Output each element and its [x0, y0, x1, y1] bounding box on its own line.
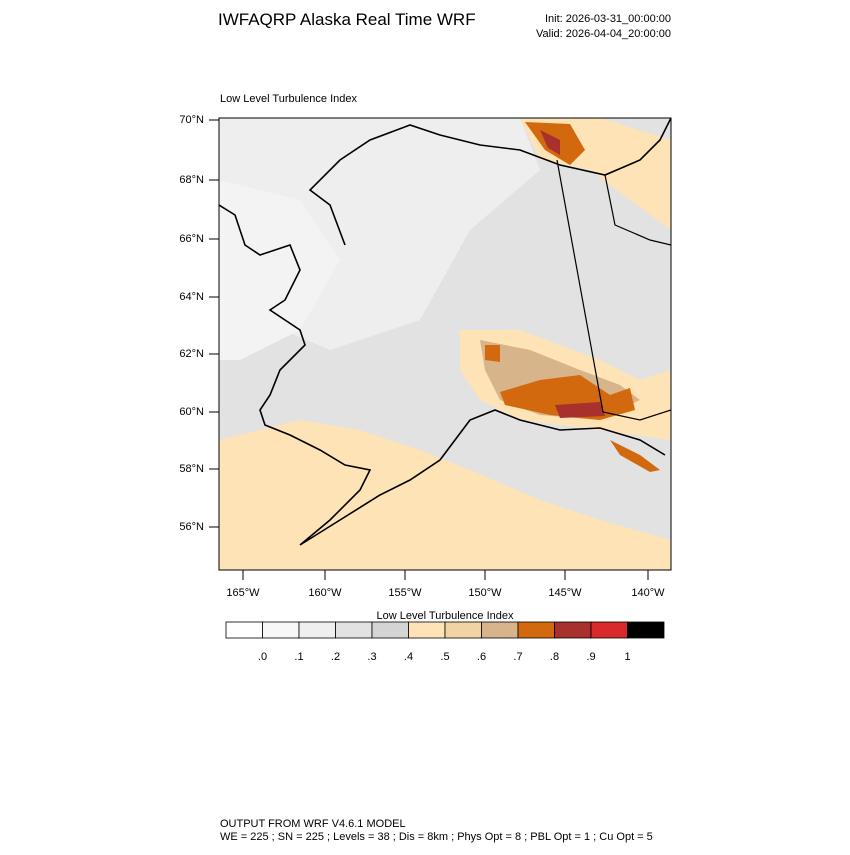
colorbar-label: .9: [586, 651, 595, 663]
colorbar-label: .7: [513, 651, 522, 663]
border: [604, 174, 671, 246]
colorbar-label: 1: [624, 651, 630, 663]
lat-label: 62°N: [179, 348, 204, 360]
lon-label: 155°W: [388, 587, 422, 599]
lat-label: 70°N: [179, 114, 204, 126]
colorbar-box: [371, 621, 409, 639]
colorbar-label: .1: [294, 651, 303, 663]
colorbar-label: .5: [440, 651, 449, 663]
colorbar-label: .2: [331, 651, 340, 663]
colorbar-label: .0: [258, 651, 267, 663]
footer-line: OUTPUT FROM WRF V4.6.1 MODEL: [220, 818, 406, 830]
border: [556, 159, 671, 421]
colorbar-label: .4: [404, 651, 413, 663]
lat-label: 66°N: [179, 233, 204, 245]
colorbar-box: [554, 621, 592, 639]
colorbar-box: [517, 621, 555, 639]
colorbar-label: .6: [477, 651, 486, 663]
map-subtitle: Low Level Turbulence Index: [220, 93, 357, 105]
lat-label: 68°N: [179, 174, 204, 186]
lon-label: 165°W: [226, 587, 260, 599]
colorbar-label: .3: [367, 651, 376, 663]
field-red: [540, 130, 560, 155]
colorbar-title: Low Level Turbulence Index: [377, 610, 514, 622]
colorbar-box: [444, 621, 482, 639]
footer-line: WE = 225 ; SN = 225 ; Levels = 38 ; Dis …: [220, 831, 653, 843]
colorbar-label: .8: [550, 651, 559, 663]
lat-label: 60°N: [179, 406, 204, 418]
valid-time: Valid: 2026-04-04_20:00:00: [536, 28, 671, 40]
lat-labels: 70°N 68°N 66°N 64°N 62°N 60°N 58°N 56°N: [179, 114, 219, 533]
lat-label: 64°N: [179, 291, 204, 303]
colorbar-box: [590, 621, 628, 639]
lat-label: 58°N: [179, 463, 204, 475]
init-time: Init: 2026-03-31_00:00:00: [545, 13, 671, 25]
lon-label: 145°W: [548, 587, 582, 599]
lon-label: 140°W: [631, 587, 665, 599]
colorbar-box: [481, 621, 519, 639]
lon-label: 160°W: [308, 587, 342, 599]
map-frame: [218, 117, 672, 571]
lat-label: 56°N: [179, 521, 204, 533]
field-beige: [219, 420, 400, 560]
colorbar-box: [225, 621, 263, 639]
colorbar: .0 .1 .2 .3 .4 .5 .6 .7 .8 .9 1: [225, 621, 665, 663]
field-red: [555, 402, 605, 418]
colorbar-box: [335, 621, 373, 639]
coastline: [219, 118, 671, 546]
colorbar-box: [298, 621, 336, 639]
colorbar-box: [408, 621, 446, 639]
lon-label: 150°W: [468, 587, 502, 599]
field-lighter: [219, 180, 340, 360]
field-orange: [610, 440, 660, 472]
colorbar-box: [627, 621, 665, 639]
lon-labels: 165°W 160°W 155°W 150°W 145°W 140°W: [226, 570, 665, 599]
colorbar-box: [262, 621, 300, 639]
title: IWFAQRP Alaska Real Time WRF: [218, 10, 476, 29]
field-orange: [485, 345, 500, 362]
map: [218, 117, 672, 571]
